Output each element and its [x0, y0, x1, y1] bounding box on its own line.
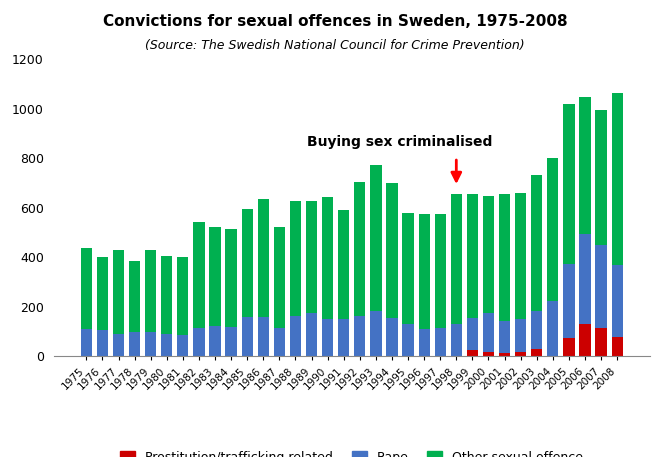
Bar: [467, 194, 478, 318]
Bar: [612, 337, 623, 356]
Bar: [113, 334, 124, 356]
Bar: [596, 245, 607, 328]
Bar: [161, 334, 172, 356]
Bar: [580, 234, 591, 324]
Bar: [210, 227, 220, 325]
Bar: [306, 313, 317, 356]
Bar: [612, 93, 623, 265]
Bar: [129, 261, 140, 332]
Bar: [371, 165, 381, 311]
Bar: [467, 318, 478, 350]
Bar: [145, 250, 156, 332]
Text: (Source: The Swedish National Council for Crime Prevention): (Source: The Swedish National Council fo…: [145, 39, 525, 52]
Bar: [178, 335, 188, 356]
Bar: [194, 222, 204, 328]
Bar: [290, 316, 301, 356]
Bar: [596, 328, 607, 356]
Bar: [435, 214, 446, 328]
Bar: [547, 301, 559, 356]
Legend: Prostitution/trafficking related, Rape, Other sexual offence: Prostitution/trafficking related, Rape, …: [115, 446, 588, 457]
Bar: [322, 319, 333, 356]
Text: Convictions for sexual offences in Sweden, 1975-2008: Convictions for sexual offences in Swede…: [103, 14, 567, 29]
Bar: [322, 197, 333, 319]
Bar: [274, 328, 285, 356]
Bar: [306, 201, 317, 313]
Bar: [96, 257, 108, 330]
Bar: [515, 319, 526, 351]
Bar: [419, 214, 429, 329]
Bar: [226, 229, 237, 327]
Bar: [531, 311, 543, 349]
Bar: [80, 248, 92, 329]
Bar: [483, 351, 494, 356]
Bar: [210, 325, 220, 356]
Bar: [226, 327, 237, 356]
Bar: [580, 96, 591, 234]
Bar: [403, 213, 413, 324]
Bar: [515, 193, 526, 319]
Bar: [129, 332, 140, 356]
Bar: [80, 329, 92, 356]
Bar: [242, 209, 253, 317]
Bar: [274, 227, 285, 328]
Bar: [483, 313, 494, 351]
Bar: [563, 264, 575, 338]
Bar: [580, 324, 591, 356]
Bar: [612, 265, 623, 337]
Bar: [547, 159, 559, 301]
Bar: [338, 319, 349, 356]
Bar: [563, 338, 575, 356]
Bar: [451, 194, 462, 324]
Bar: [483, 196, 494, 313]
Bar: [387, 183, 397, 318]
Bar: [596, 110, 607, 245]
Bar: [371, 311, 381, 356]
Bar: [194, 328, 204, 356]
Bar: [563, 104, 575, 264]
Bar: [531, 349, 543, 356]
Bar: [515, 351, 526, 356]
Bar: [499, 320, 510, 353]
Bar: [387, 318, 397, 356]
Bar: [451, 324, 462, 356]
Bar: [467, 350, 478, 356]
Bar: [113, 250, 124, 334]
Bar: [531, 175, 543, 311]
Bar: [178, 257, 188, 335]
Bar: [161, 256, 172, 334]
Bar: [258, 317, 269, 356]
Bar: [96, 330, 108, 356]
Text: Buying sex criminalised: Buying sex criminalised: [308, 134, 492, 149]
Bar: [354, 316, 365, 356]
Bar: [435, 328, 446, 356]
Bar: [354, 182, 365, 316]
Bar: [419, 329, 429, 356]
Bar: [403, 324, 413, 356]
Bar: [258, 199, 269, 317]
Bar: [145, 332, 156, 356]
Bar: [242, 317, 253, 356]
Bar: [499, 194, 510, 320]
Bar: [290, 201, 301, 316]
Bar: [338, 210, 349, 319]
Bar: [499, 353, 510, 356]
